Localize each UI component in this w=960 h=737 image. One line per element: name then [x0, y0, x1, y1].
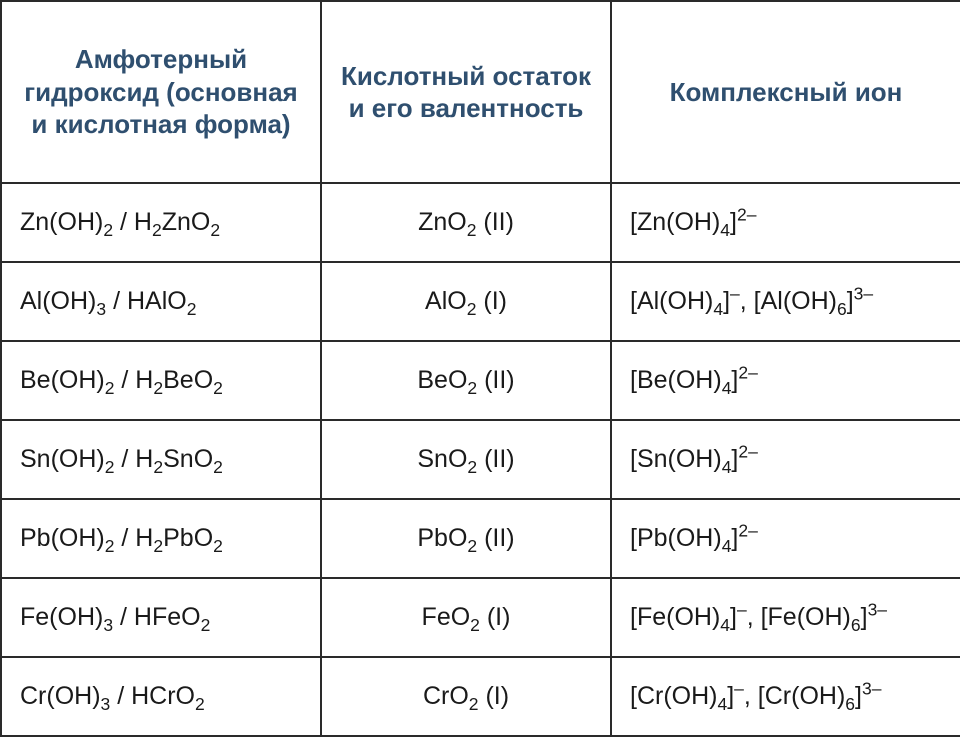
cell-complex: [Pb(OH)4]2–	[611, 499, 960, 578]
cell-hydroxide: Al(OH)3 / HAlO2	[1, 262, 321, 341]
cell-hydroxide: Zn(OH)2 / H2ZnO2	[1, 183, 321, 262]
col-header-residue: Кислотный остаток и его валентность	[321, 1, 611, 183]
table-row: Zn(OH)2 / H2ZnO2ZnO2 (II)[Zn(OH)4]2–	[1, 183, 960, 262]
cell-residue: ZnO2 (II)	[321, 183, 611, 262]
table-row: Al(OH)3 / HAlO2AlO2 (I)[Al(OH)4]–, [Al(O…	[1, 262, 960, 341]
table-row: Sn(OH)2 / H2SnO2SnO2 (II)[Sn(OH)4]2–	[1, 420, 960, 499]
cell-complex: [Cr(OH)4]–, [Cr(OH)6]3–	[611, 657, 960, 736]
table-body: Zn(OH)2 / H2ZnO2ZnO2 (II)[Zn(OH)4]2–Al(O…	[1, 183, 960, 736]
amphoteric-hydroxides-table: Амфотерный гидроксид (основная и кислотн…	[0, 0, 960, 737]
cell-complex: [Zn(OH)4]2–	[611, 183, 960, 262]
table-row: Pb(OH)2 / H2PbO2PbO2 (II)[Pb(OH)4]2–	[1, 499, 960, 578]
table-header-row: Амфотерный гидроксид (основная и кислотн…	[1, 1, 960, 183]
cell-residue: CrO2 (I)	[321, 657, 611, 736]
table-row: Cr(OH)3 / HCrO2CrO2 (I)[Cr(OH)4]–, [Cr(O…	[1, 657, 960, 736]
cell-complex: [Al(OH)4]–, [Al(OH)6]3–	[611, 262, 960, 341]
cell-hydroxide: Cr(OH)3 / HCrO2	[1, 657, 321, 736]
cell-residue: FeO2 (I)	[321, 578, 611, 657]
cell-residue: BeO2 (II)	[321, 341, 611, 420]
cell-residue: PbO2 (II)	[321, 499, 611, 578]
cell-complex: [Sn(OH)4]2–	[611, 420, 960, 499]
table-row: Be(OH)2 / H2BeO2BeO2 (II)[Be(OH)4]2–	[1, 341, 960, 420]
cell-complex: [Fe(OH)4]–, [Fe(OH)6]3–	[611, 578, 960, 657]
cell-hydroxide: Fe(OH)3 / HFeO2	[1, 578, 321, 657]
col-header-hydroxide: Амфотерный гидроксид (основная и кислотн…	[1, 1, 321, 183]
col-header-complex: Комплексный ион	[611, 1, 960, 183]
cell-residue: AlO2 (I)	[321, 262, 611, 341]
table-row: Fe(OH)3 / HFeO2FeO2 (I)[Fe(OH)4]–, [Fe(O…	[1, 578, 960, 657]
cell-residue: SnO2 (II)	[321, 420, 611, 499]
cell-hydroxide: Sn(OH)2 / H2SnO2	[1, 420, 321, 499]
cell-hydroxide: Pb(OH)2 / H2PbO2	[1, 499, 321, 578]
cell-complex: [Be(OH)4]2–	[611, 341, 960, 420]
cell-hydroxide: Be(OH)2 / H2BeO2	[1, 341, 321, 420]
